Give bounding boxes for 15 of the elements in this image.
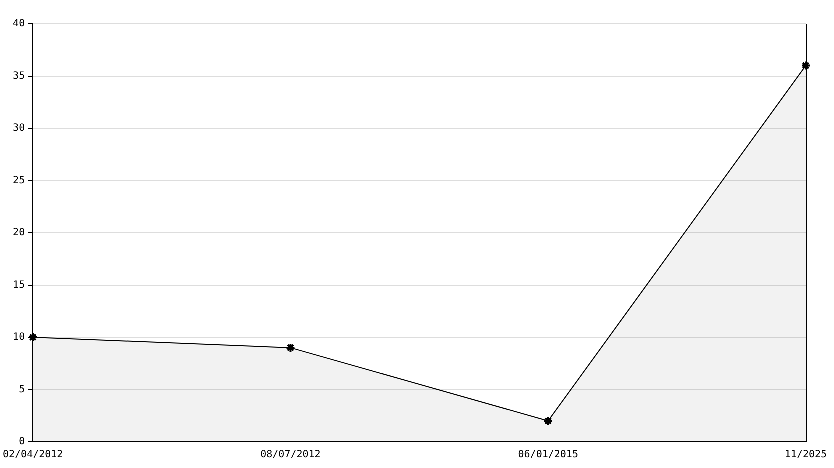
y-tick-label: 25 — [13, 175, 26, 186]
x-tick-label: 06/01/2015 — [518, 450, 578, 461]
y-tick-label: 40 — [13, 18, 26, 30]
y-tick-label: 5 — [19, 384, 26, 396]
y-tick-label: 15 — [13, 280, 26, 291]
y-tick-label: 10 — [13, 332, 26, 344]
x-tick-label: 02/04/2012 — [2, 450, 64, 461]
point — [543, 416, 554, 426]
x-tick-label: 08/07/2012 — [260, 450, 321, 461]
point — [286, 342, 296, 353]
y-tick-label: 20 — [13, 228, 26, 239]
y-tick-label: 35 — [13, 70, 26, 82]
x-tick-label: 11/2025 — [784, 450, 828, 461]
y-tick-label: 0 — [19, 436, 26, 448]
y-tick-label: 30 — [13, 123, 26, 134]
